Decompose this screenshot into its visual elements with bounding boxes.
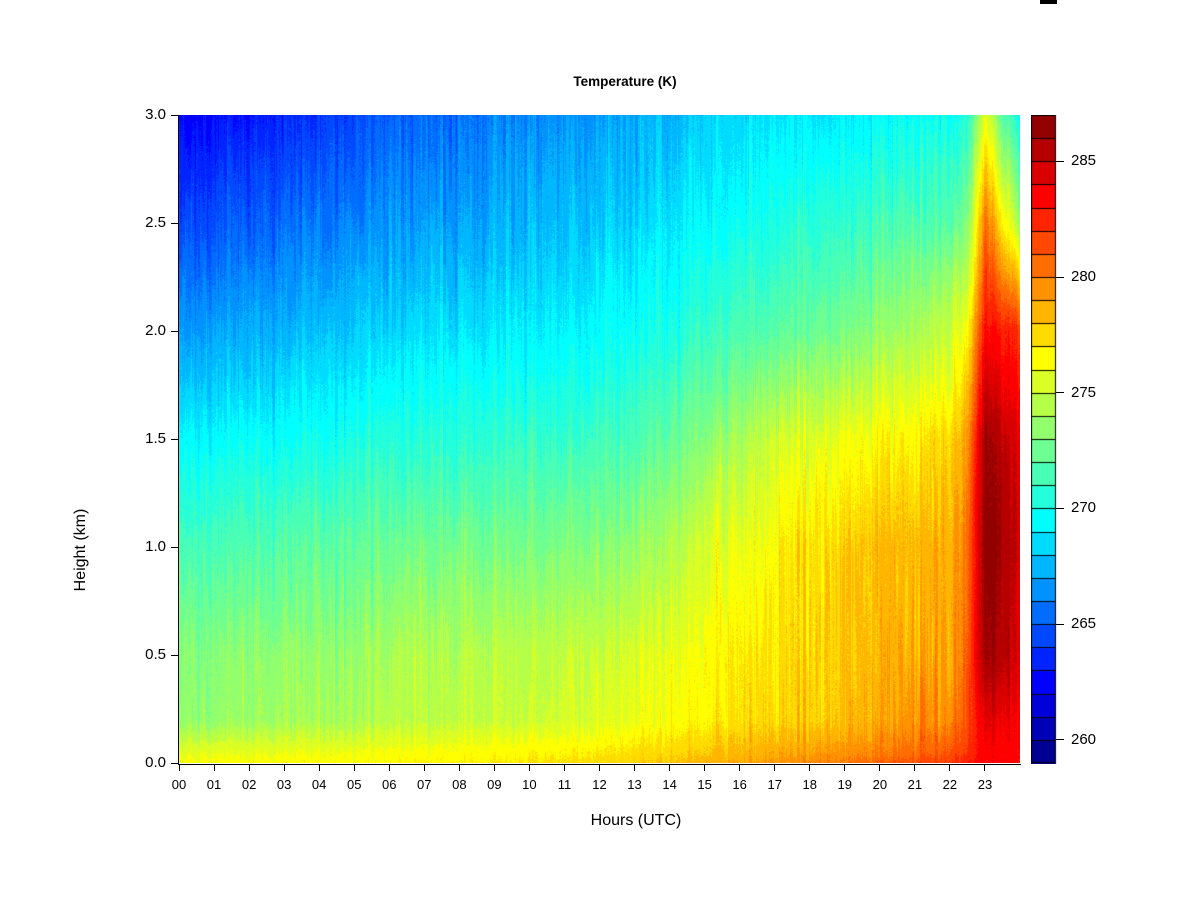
y-tick-mark bbox=[171, 438, 178, 440]
x-tick-label: 23 bbox=[977, 777, 993, 792]
colorbar-tick-mark bbox=[1056, 160, 1064, 162]
x-tick-mark bbox=[458, 764, 460, 771]
colorbar-tick-mark bbox=[1056, 276, 1064, 278]
colorbar-tick-label: 260 bbox=[1071, 730, 1097, 748]
x-tick-label: 01 bbox=[206, 777, 222, 792]
x-tick-label: 12 bbox=[592, 777, 607, 792]
y-tick-label: 0.5 bbox=[145, 646, 166, 663]
y-tick-label: 2.5 bbox=[145, 214, 166, 231]
colorbar-tick-mark bbox=[1056, 392, 1064, 394]
x-tick-mark bbox=[984, 764, 986, 771]
x-tick-label: 22 bbox=[942, 777, 958, 792]
x-tick-label: 00 bbox=[171, 777, 187, 792]
x-tick-mark bbox=[213, 764, 215, 771]
x-tick-mark bbox=[283, 764, 285, 771]
y-tick-label: 2.0 bbox=[145, 322, 166, 339]
x-tick-mark bbox=[493, 764, 495, 771]
y-tick-mark bbox=[171, 222, 178, 224]
x-tick-mark bbox=[844, 764, 846, 771]
x-tick-mark bbox=[949, 764, 951, 771]
x-tick-label: 21 bbox=[907, 777, 923, 792]
x-tick-label: 03 bbox=[276, 777, 292, 792]
x-tick-mark bbox=[563, 764, 565, 771]
x-tick-label: 08 bbox=[452, 777, 467, 792]
colorbar bbox=[1031, 115, 1057, 764]
y-tick-mark bbox=[171, 546, 178, 548]
x-tick-mark bbox=[178, 764, 180, 771]
x-tick-mark bbox=[353, 764, 355, 771]
chart-title: Temperature (K) bbox=[573, 74, 677, 89]
x-tick-label: 09 bbox=[487, 777, 502, 792]
x-tick-label: 13 bbox=[627, 777, 642, 792]
y-tick-mark bbox=[171, 654, 178, 656]
top-right-artifact bbox=[1040, 0, 1057, 4]
y-tick-label: 3.0 bbox=[145, 106, 166, 123]
x-tick-mark bbox=[774, 764, 776, 771]
x-tick-label: 02 bbox=[241, 777, 257, 792]
x-tick-label: 10 bbox=[522, 777, 537, 792]
x-tick-mark bbox=[634, 764, 636, 771]
colorbar-tick-label: 265 bbox=[1071, 615, 1097, 633]
y-tick-label: 1.5 bbox=[145, 430, 166, 447]
x-tick-label: 19 bbox=[837, 777, 853, 792]
x-tick-mark bbox=[669, 764, 671, 771]
x-tick-mark bbox=[809, 764, 811, 771]
y-tick-label: 1.0 bbox=[145, 538, 166, 555]
x-tick-label: 18 bbox=[802, 777, 817, 792]
x-tick-mark bbox=[248, 764, 250, 771]
x-tick-label: 04 bbox=[311, 777, 327, 792]
x-tick-label: 17 bbox=[767, 777, 782, 792]
y-tick-label: 0.0 bbox=[145, 754, 166, 771]
colorbar-tick-label: 285 bbox=[1071, 152, 1097, 170]
x-tick-label: 07 bbox=[417, 777, 432, 792]
x-tick-label: 05 bbox=[346, 777, 362, 792]
x-tick-label: 06 bbox=[382, 777, 397, 792]
x-tick-label: 16 bbox=[732, 777, 747, 792]
colorbar-tick-mark bbox=[1056, 739, 1064, 741]
x-tick-mark bbox=[599, 764, 600, 771]
x-tick-mark bbox=[318, 764, 320, 771]
x-tick-mark bbox=[914, 764, 916, 771]
axis-spines bbox=[178, 115, 1021, 765]
x-tick-mark bbox=[388, 764, 390, 771]
x-tick-label: 15 bbox=[697, 777, 712, 792]
x-tick-mark bbox=[528, 764, 530, 771]
colorbar-tick-mark bbox=[1056, 623, 1064, 625]
x-tick-mark bbox=[704, 764, 706, 771]
colorbar-tick-label: 280 bbox=[1071, 268, 1097, 285]
colorbar-tick-mark bbox=[1056, 507, 1064, 509]
x-tick-label: 11 bbox=[557, 777, 572, 792]
y-axis-label: Height (km) bbox=[72, 508, 89, 592]
x-tick-mark bbox=[879, 764, 881, 771]
x-tick-label: 14 bbox=[662, 777, 677, 792]
x-tick-mark bbox=[423, 764, 425, 771]
x-axis-label: Hours (UTC) bbox=[590, 812, 682, 829]
y-tick-mark bbox=[171, 762, 178, 764]
x-tick-label: 20 bbox=[872, 777, 888, 792]
y-tick-mark bbox=[171, 114, 178, 116]
heatmap-canvas bbox=[179, 115, 1020, 763]
y-tick-mark bbox=[171, 330, 178, 332]
x-tick-mark bbox=[739, 764, 741, 771]
colorbar-tick-label: 275 bbox=[1071, 383, 1097, 401]
colorbar-tick-label: 270 bbox=[1071, 499, 1097, 517]
